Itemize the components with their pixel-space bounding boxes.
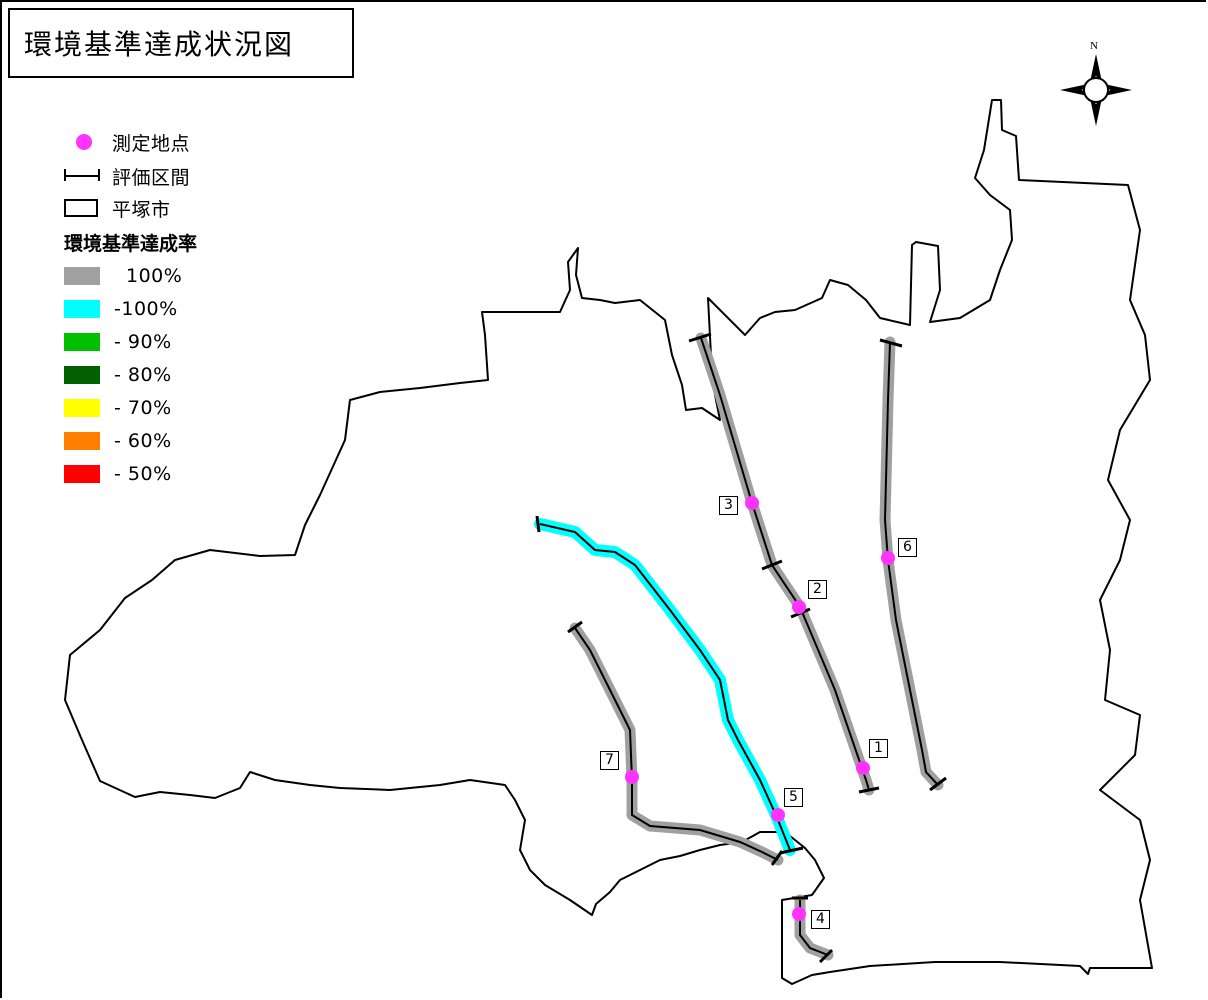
legend-rate-label: - 90% [114,331,172,353]
measurement-point-5 [771,808,785,822]
legend-point-label: 測定地点 [112,132,191,155]
legend-rate-label: - 60% [114,430,172,452]
legend-point: 測定地点 [64,128,190,156]
legend-section-label: 評価区間 [112,166,191,189]
route-6 [879,336,947,792]
color-swatch [64,267,100,285]
legend-rate-label: 100% [126,265,183,287]
legend-rate-item: - 60% [64,427,172,455]
legend-rate-item: - 50% [64,460,172,488]
site-label-3: 3 [719,496,738,515]
compass-rose-icon [1060,54,1132,126]
color-swatch [64,399,100,417]
color-swatch [64,366,100,384]
route-5 [534,515,804,856]
color-swatch [64,465,100,483]
legend-rate-heading: 環境基準達成率 [64,232,198,255]
measurement-point-3 [745,496,759,510]
color-swatch [64,333,100,351]
color-swatch [64,432,100,450]
color-swatch [64,300,100,318]
map-title: 環境基準達成状況図 [8,8,354,78]
legend-section: 評価区間 [64,162,190,190]
legend-rate-item: - 90% [64,328,172,356]
legend-city-label: 平塚市 [112,198,171,221]
city-boundary [64,99,1153,985]
legend-rate-item: -100% [64,295,178,323]
evaluation-section-icon [64,169,100,183]
site-label-6: 6 [898,538,917,557]
measurement-point-6 [881,551,895,565]
legend-city: 平塚市 [64,194,171,222]
site-label-5: 5 [784,788,803,807]
legend-rate-label: -100% [114,298,178,320]
route-7 [567,620,784,866]
site-label-1: 1 [869,739,888,758]
site-label-7: 7 [600,751,619,770]
route-1-3 [688,332,880,796]
measurement-point-icon [76,134,92,150]
north-label: N [1090,40,1098,52]
site-label-2: 2 [808,580,827,599]
measurement-point-2 [792,600,806,614]
city-boundary-icon [64,199,98,217]
site-label-4: 4 [811,910,830,929]
legend-rate-item: - 80% [64,361,172,389]
legend-rate-item: 100% [64,262,182,290]
measurement-point-1 [856,761,870,775]
legend-rate-item: - 70% [64,394,172,422]
legend-rate-label: - 70% [114,397,172,419]
legend-rate-label: - 50% [114,463,172,485]
legend-rate-label: - 80% [114,364,172,386]
measurement-point-4 [792,907,806,921]
measurement-point-7 [625,770,639,784]
